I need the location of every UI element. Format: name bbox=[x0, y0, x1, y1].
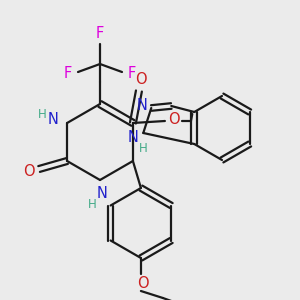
Text: F: F bbox=[64, 67, 72, 82]
Text: N: N bbox=[97, 187, 107, 202]
Text: N: N bbox=[137, 98, 148, 112]
Text: H: H bbox=[88, 197, 96, 211]
Text: H: H bbox=[38, 107, 46, 121]
Text: H: H bbox=[139, 142, 148, 154]
Text: F: F bbox=[96, 26, 104, 41]
Text: O: O bbox=[23, 164, 35, 179]
Text: F: F bbox=[128, 67, 136, 82]
Text: O: O bbox=[135, 73, 147, 88]
Text: O: O bbox=[137, 277, 149, 292]
Text: N: N bbox=[128, 130, 139, 146]
Text: O: O bbox=[168, 112, 180, 128]
Text: N: N bbox=[48, 112, 58, 128]
